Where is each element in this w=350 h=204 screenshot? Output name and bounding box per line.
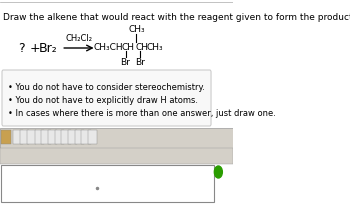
Text: Br: Br [120, 58, 130, 67]
Text: • You do not have to consider stereochemistry.: • You do not have to consider stereochem… [8, 83, 205, 92]
Bar [88, 130, 97, 144]
Bar [35, 130, 44, 144]
Text: • You do not have to explicitly draw H atoms.: • You do not have to explicitly draw H a… [8, 96, 198, 105]
Text: CH: CH [135, 43, 148, 52]
Text: CH₃CH: CH₃CH [94, 43, 123, 52]
Bar [13, 130, 23, 144]
Bar [0, 128, 233, 148]
Text: CH: CH [122, 43, 135, 52]
Bar [1, 130, 10, 144]
Bar [1, 165, 214, 202]
Text: +: + [29, 41, 40, 54]
Bar [27, 130, 36, 144]
Bar [55, 130, 64, 144]
Circle shape [214, 166, 222, 178]
Bar [81, 130, 91, 144]
Text: Br₂: Br₂ [38, 41, 57, 54]
Text: CH₃: CH₃ [147, 43, 163, 52]
Bar [48, 130, 57, 144]
Bar [20, 130, 29, 144]
Text: ?: ? [18, 41, 24, 54]
Text: Br: Br [135, 58, 145, 67]
Bar [75, 130, 84, 144]
FancyBboxPatch shape [2, 70, 211, 126]
Bar [61, 130, 71, 144]
Bar [41, 130, 51, 144]
Bar [0, 148, 233, 164]
Text: • In cases where there is more than one answer, just draw one.: • In cases where there is more than one … [8, 109, 276, 118]
Bar [68, 130, 77, 144]
Text: CH₂Cl₂: CH₂Cl₂ [65, 34, 92, 43]
Text: Draw the alkene that would react with the reagent given to form the product show: Draw the alkene that would react with th… [4, 13, 350, 22]
Text: CH₃: CH₃ [128, 26, 145, 34]
